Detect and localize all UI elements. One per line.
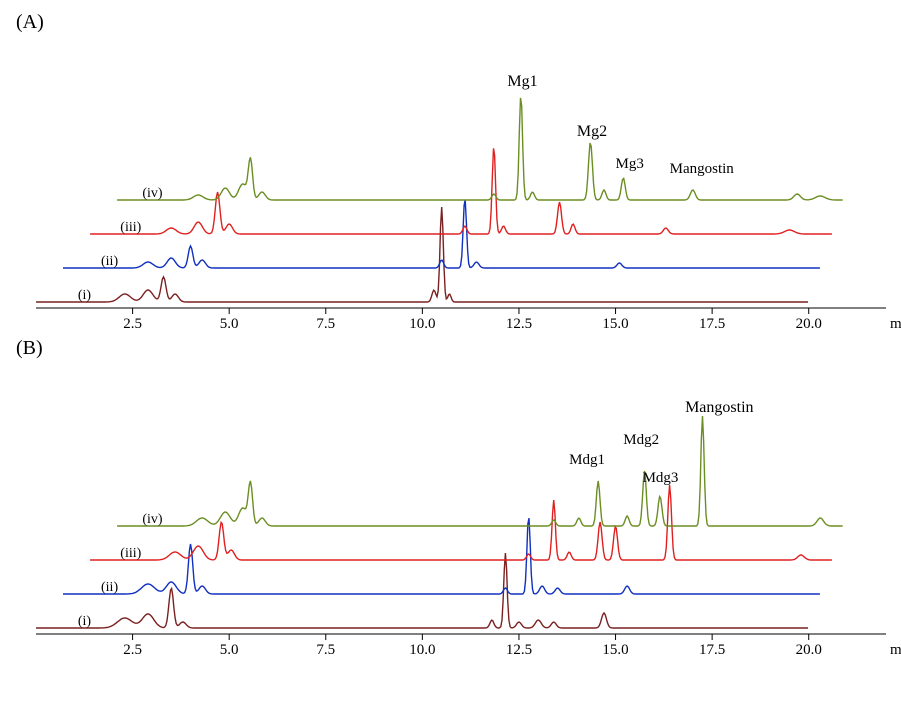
x-tick-label: 17.5	[699, 642, 725, 658]
trace-id-label: (iii)	[120, 220, 141, 235]
trace-id-label: (ii)	[101, 254, 118, 269]
x-tick-label: 5.0	[220, 642, 239, 658]
x-tick-label: 2.5	[123, 316, 142, 332]
chromatogram-trace	[36, 553, 808, 628]
chromatogram-trace	[90, 485, 832, 560]
peak-label: Mdg3	[643, 470, 679, 486]
peak-label: Mg1	[507, 73, 537, 90]
peak-label: Mg2	[577, 123, 607, 140]
x-axis-label: min	[890, 316, 901, 332]
trace-id-label: (i)	[78, 288, 92, 303]
trace-id-label: (ii)	[101, 580, 118, 595]
chromatogram-trace	[117, 416, 843, 526]
x-tick-label: 7.5	[316, 642, 335, 658]
x-tick-label: 20.0	[796, 316, 822, 332]
peak-label: Mg3	[616, 156, 644, 172]
x-tick-label: 10.0	[409, 642, 435, 658]
figure-svg: (A) 2.5 5.0 7.5 10.0 12.5 15.0 17.5 20.0 min (iv) (…	[10, 10, 901, 697]
x-tick-label: 10.0	[409, 316, 435, 332]
x-tick-label: 7.5	[316, 316, 335, 332]
x-tick-label: 12.5	[506, 642, 532, 658]
peak-label: Mdg1	[569, 452, 605, 468]
chromatogram-figure: (A)2.55.07.510.012.515.017.520.0min(iv)(…	[10, 10, 891, 697]
peak-label: Mangostin	[685, 399, 753, 416]
panel-label: (B)	[16, 337, 43, 359]
x-tick-label: 2.5	[123, 642, 142, 658]
peak-label: Mdg2	[623, 432, 659, 448]
x-tick-label: 15.0	[602, 316, 628, 332]
trace-id-label: (iv)	[142, 186, 163, 201]
x-tick-label: 12.5	[506, 316, 532, 332]
x-tick-label: 5.0	[220, 316, 239, 332]
trace-id-label: (i)	[78, 614, 92, 629]
chromatogram-trace	[117, 98, 843, 200]
x-tick-label: 17.5	[699, 316, 725, 332]
chromatogram-trace	[63, 518, 820, 594]
x-tick-label: 20.0	[796, 642, 822, 658]
x-axis-label: min	[890, 642, 901, 658]
chromatogram-trace	[36, 207, 808, 302]
trace-id-label: (iii)	[120, 546, 141, 561]
trace-id-label: (iv)	[142, 512, 163, 527]
panel-label: (A)	[16, 11, 44, 33]
x-tick-label: 15.0	[602, 642, 628, 658]
peak-label: Mangostin	[670, 161, 735, 177]
